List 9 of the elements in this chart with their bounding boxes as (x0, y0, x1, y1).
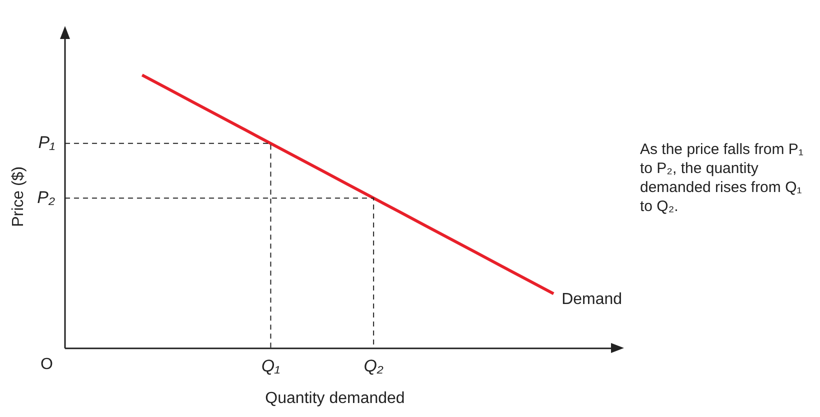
text: P₂ (37, 188, 56, 207)
y-axis-title: Price ($) (10, 166, 28, 227)
text: O (40, 356, 53, 373)
x-tick-label: Q₁ (261, 356, 280, 376)
x-tick-label: Q₂ (364, 356, 384, 376)
x-axis-title: Quantity demanded (265, 390, 405, 407)
series-label: Demand (562, 291, 622, 308)
text: P₁ (38, 133, 55, 152)
text: As the price falls from P₁ to P₂, the quantity demanded rises from Q₁ to Q₂. (640, 140, 804, 216)
